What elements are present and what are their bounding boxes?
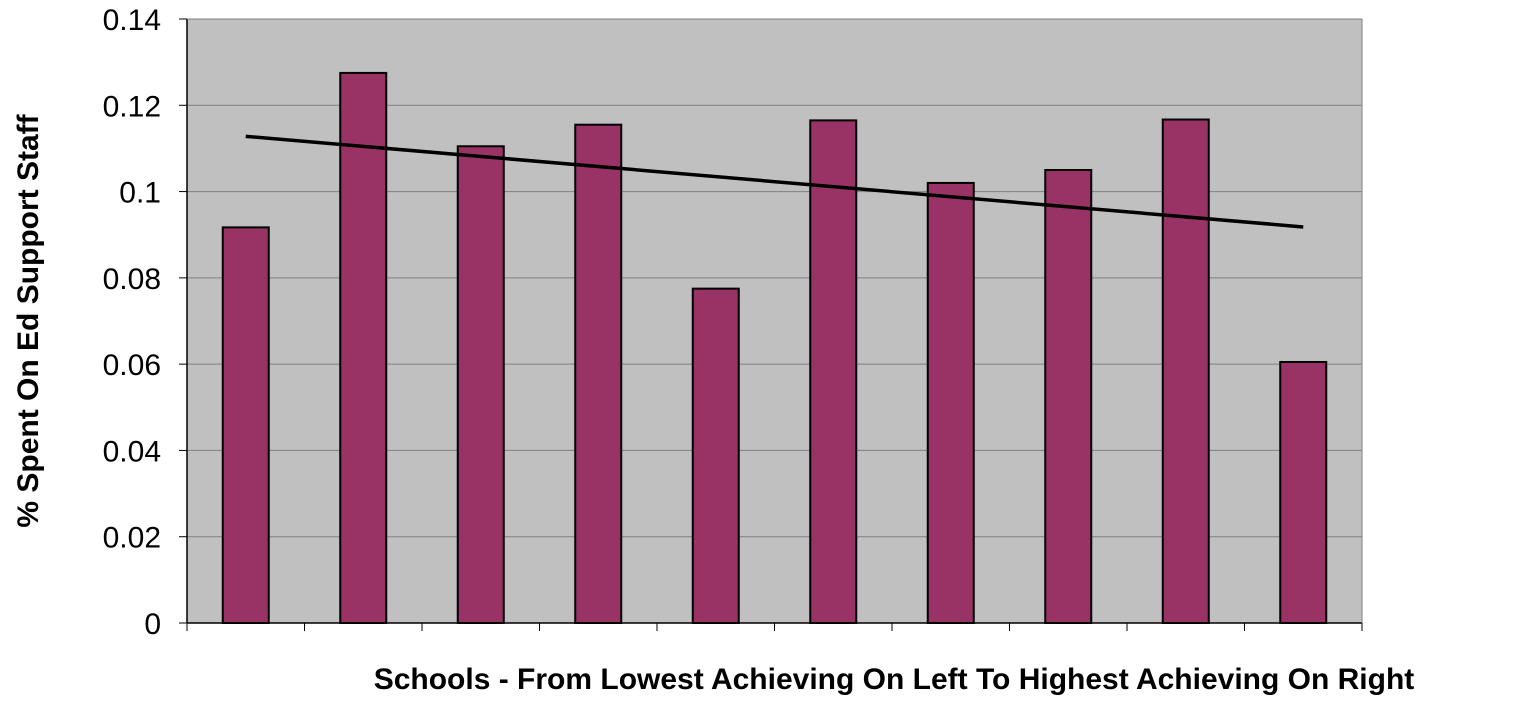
y-tick-label: 0 (144, 608, 161, 641)
x-axis-title: Schools - From Lowest Achieving On Left … (374, 663, 1415, 696)
y-tick-label: 0.14 (103, 4, 161, 37)
bar (809, 119, 858, 624)
y-tick-labels: 0 0.02 0.04 0.06 0.08 0.1 0.12 0.14 (103, 4, 161, 641)
bar (1044, 169, 1093, 624)
y-tick-label: 0.04 (103, 435, 161, 468)
bar (339, 71, 388, 624)
y-axis-title: % Spent On Ed Support Staff (12, 113, 45, 527)
y-tick-label: 0.06 (103, 349, 161, 382)
y-tick-label: 0.08 (103, 263, 161, 296)
axes (179, 18, 1363, 631)
bar (691, 287, 740, 624)
y-tick-label: 0.02 (103, 522, 161, 555)
bar (456, 145, 505, 624)
y-tick-label: 0.1 (119, 177, 161, 210)
trendline-group (245, 134, 1304, 229)
bar (1161, 118, 1210, 624)
bar (926, 181, 975, 624)
bar (1279, 360, 1328, 624)
bar (574, 123, 623, 624)
trendline (245, 134, 1304, 229)
bar (221, 226, 270, 624)
y-tick-label: 0.12 (103, 90, 161, 123)
